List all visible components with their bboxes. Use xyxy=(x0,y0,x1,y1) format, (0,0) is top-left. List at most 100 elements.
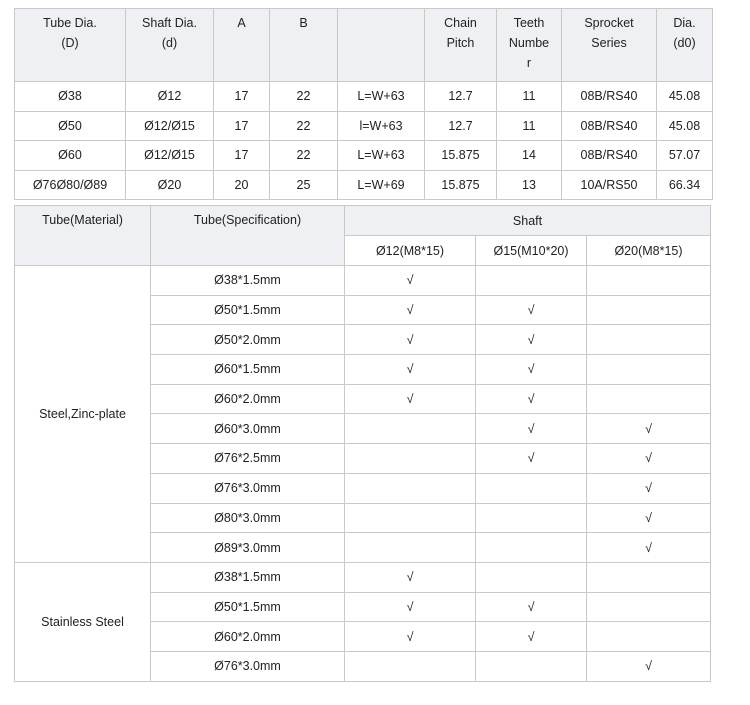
table-cell: 15.875 xyxy=(424,140,497,171)
check-mark-cell xyxy=(586,354,711,385)
spec-cell: Ø76*3.0mm xyxy=(150,650,345,682)
material-cell: Steel,Zinc-plate xyxy=(14,265,151,563)
header-cell: Shaft Dia. (d) xyxy=(125,8,214,82)
header-cell: Sprocket Series xyxy=(561,8,657,82)
material-cell: Stainless Steel xyxy=(14,561,151,682)
table-row: Ø76*2.5mm √ √ xyxy=(15,443,711,474)
check-mark-cell: √ xyxy=(344,294,476,326)
table-cell: 45.08 xyxy=(656,81,713,112)
spec-cell: Ø50*2.0mm xyxy=(150,324,345,356)
spec-cell: Ø60*2.0mm xyxy=(150,621,345,652)
table-row: Ø80*3.0mm √ xyxy=(15,502,711,534)
check-mark-cell: √ xyxy=(344,324,476,356)
header-shaft-12: Ø12(M8*15) xyxy=(344,235,476,266)
header-cell: Teeth Numbe r xyxy=(496,8,562,82)
check-mark-cell xyxy=(586,383,711,415)
table-row: Ø76Ø80/Ø89 Ø20 20 25 L=W+69 15.875 13 10A/RS50 6… xyxy=(14,169,713,200)
table-header-row: Tube(Material) Tube(Specification) Shaft xyxy=(14,205,711,266)
header-cell: Dia. (d0) xyxy=(656,8,713,82)
table-cell: 22 xyxy=(269,81,338,112)
table-cell: 45.08 xyxy=(656,110,713,141)
check-mark-cell: √ xyxy=(586,502,711,534)
header-specification: Tube(Specification) xyxy=(150,205,345,266)
table-row: Ø60*3.0mm √ √ xyxy=(15,413,711,445)
sprocket-dimensions-table: Tube Dia. (D) Shaft Dia. (d) A B Chain Pitch… xyxy=(14,8,713,200)
table-subheader-row: Ø12(M8*15) Ø15(M10*20) Ø20(M8*15) xyxy=(15,235,711,266)
table-cell: 22 xyxy=(269,110,338,141)
check-mark-cell xyxy=(344,532,476,563)
table-cell: 66.34 xyxy=(656,169,713,200)
spec-cell: Ø60*1.5mm xyxy=(150,354,345,385)
table-cell: 15.875 xyxy=(424,169,497,200)
tube-shaft-compatibility-table: Tube(Material) Tube(Specification) Shaft… xyxy=(14,205,711,682)
header-shaft-20: Ø20(M8*15) xyxy=(586,235,711,266)
table-row: Ø50 Ø12/Ø15 17 22 l=W+63 12.7 11 08B/RS40 45.08 xyxy=(14,110,713,141)
table-row: Ø60*2.0mm √ √ xyxy=(15,383,711,415)
header-shaft: Shaft xyxy=(344,205,711,236)
table-row: Ø76*3.0mm √ xyxy=(15,472,711,504)
spec-cell: Ø50*1.5mm xyxy=(150,294,345,326)
check-mark-cell: √ xyxy=(475,413,587,445)
table-cell: 10A/RS50 xyxy=(561,169,657,200)
check-mark-cell xyxy=(344,443,476,474)
spec-cell: Ø76*3.0mm xyxy=(150,472,345,504)
check-mark-cell xyxy=(475,561,587,593)
check-mark-cell: √ xyxy=(586,413,711,445)
check-mark-cell: √ xyxy=(344,383,476,415)
table-cell: 20 xyxy=(213,169,270,200)
table-cell: 08B/RS40 xyxy=(561,81,657,112)
table-row: Ø60*2.0mm √ √ xyxy=(15,621,711,652)
spec-cell: Ø38*1.5mm xyxy=(150,561,345,593)
table-cell: 11 xyxy=(496,81,562,112)
check-mark-cell xyxy=(586,591,711,623)
table-cell: 11 xyxy=(496,110,562,141)
spec-cell: Ø89*3.0mm xyxy=(150,532,345,563)
table-cell: 08B/RS40 xyxy=(561,110,657,141)
check-mark-cell xyxy=(344,502,476,534)
check-mark-cell: √ xyxy=(475,621,587,652)
table-cell: 08B/RS40 xyxy=(561,140,657,171)
check-mark-cell xyxy=(344,650,476,682)
check-mark-cell: √ xyxy=(586,532,711,563)
check-mark-cell xyxy=(586,294,711,326)
table-cell: L=W+63 xyxy=(337,140,425,171)
check-mark-cell: √ xyxy=(475,294,587,326)
check-mark-cell xyxy=(475,502,587,534)
check-mark-cell xyxy=(475,650,587,682)
check-mark-cell xyxy=(586,265,711,296)
check-mark-cell xyxy=(586,621,711,652)
table-cell: 14 xyxy=(496,140,562,171)
table-cell: 17 xyxy=(213,110,270,141)
header-shaft-15: Ø15(M10*20) xyxy=(475,235,587,266)
table-row: Steel,Zinc-plate Ø38*1.5mm √ xyxy=(14,265,711,563)
table-row: Ø50*1.5mm √ √ xyxy=(15,294,711,326)
table-cell: 22 xyxy=(269,140,338,171)
table-row: Ø50*1.5mm √ √ xyxy=(15,591,711,623)
table-cell: Ø20 xyxy=(125,169,214,200)
table-cell: 12.7 xyxy=(424,110,497,141)
check-mark-cell xyxy=(586,561,711,593)
table-cell: 17 xyxy=(213,140,270,171)
check-mark-cell xyxy=(475,265,587,296)
check-mark-cell: √ xyxy=(586,443,711,474)
table-cell: Ø12 xyxy=(125,81,214,112)
check-mark-cell: √ xyxy=(344,265,476,296)
check-mark-cell: √ xyxy=(344,354,476,385)
table-cell: L=W+63 xyxy=(337,81,425,112)
table-cell: Ø76Ø80/Ø89 xyxy=(14,169,126,200)
check-mark-cell: √ xyxy=(475,443,587,474)
table-row: Ø89*3.0mm √ xyxy=(15,532,711,563)
table-cell: 25 xyxy=(269,169,338,200)
header-cell: Tube Dia. (D) xyxy=(14,8,126,82)
check-mark-cell xyxy=(475,532,587,563)
table-header-row: Tube Dia. (D) Shaft Dia. (d) A B Chain Pitch… xyxy=(14,8,713,82)
check-mark-cell xyxy=(344,472,476,504)
spec-cell: Ø60*3.0mm xyxy=(150,413,345,445)
table-cell: 13 xyxy=(496,169,562,200)
table-row: Ø60 Ø12/Ø15 17 22 L=W+63 15.875 14 08B/RS40 57.0… xyxy=(14,140,713,171)
check-mark-cell xyxy=(344,413,476,445)
table-cell: 57.07 xyxy=(656,140,713,171)
check-mark-cell: √ xyxy=(475,354,587,385)
table-cell: l=W+63 xyxy=(337,110,425,141)
check-mark-cell: √ xyxy=(475,591,587,623)
